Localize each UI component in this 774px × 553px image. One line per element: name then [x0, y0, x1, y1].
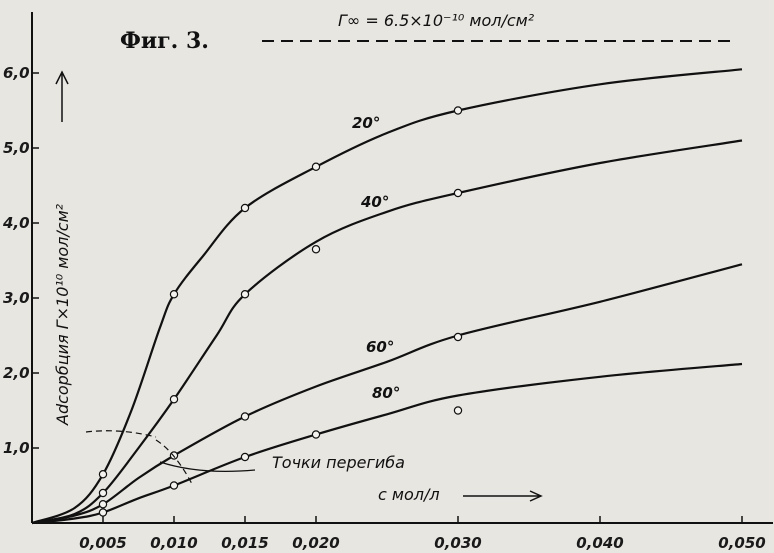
data-point	[311, 430, 321, 439]
data-point	[311, 162, 321, 171]
inflection-label: Точки перегиба	[272, 453, 405, 472]
x-axis-arrow	[463, 490, 543, 502]
data-point	[453, 406, 463, 415]
data-point	[240, 203, 250, 213]
data-point	[169, 290, 179, 299]
y-axis-arrow	[55, 70, 69, 122]
y-axis-label: Adcорбция Г×10¹⁰ мол/см²	[53, 203, 72, 426]
data-point	[240, 290, 250, 299]
data-point	[98, 508, 108, 517]
series-label: 80°	[372, 384, 400, 402]
data-point	[311, 245, 321, 254]
data-point	[169, 395, 179, 404]
x-tick-label: 0,030	[434, 534, 481, 552]
y-tick-label: 1,0	[3, 439, 30, 457]
limit-label: Г∞ = 6.5×10⁻¹⁰ мол/см²	[338, 11, 535, 30]
data-point	[453, 106, 463, 115]
series-label: 20°	[352, 114, 380, 132]
inflection-dash-2	[155, 439, 193, 485]
data-point	[240, 412, 250, 421]
inflection-pointer	[159, 461, 256, 472]
y-tick-label: 5,0	[3, 139, 30, 157]
x-tick-label: 0,020	[292, 534, 339, 552]
y-tick-label: 4,0	[2, 214, 30, 232]
series-label: 60°	[366, 338, 394, 356]
x-tick-label: 0,040	[576, 534, 623, 552]
y-tick-label: 6,0	[3, 64, 30, 82]
data-point	[98, 470, 108, 479]
data-point	[240, 452, 250, 462]
x-axis-label: c мол/л	[378, 485, 440, 504]
chart-title: Фиг. 3.	[120, 28, 209, 54]
data-point	[98, 488, 108, 498]
data-point	[453, 188, 463, 198]
x-tick-label: 0,005	[79, 534, 126, 552]
x-tick-label: 0,010	[150, 534, 197, 552]
y-tick-label: 2,0	[3, 364, 30, 382]
x-tick-label: 0,015	[221, 534, 268, 552]
y-tick-label: 3,0	[3, 289, 30, 307]
data-point	[169, 481, 179, 490]
data-point	[98, 500, 108, 509]
series-line-1	[31, 68, 743, 525]
series-label: 40°	[360, 193, 389, 211]
data-point	[453, 332, 463, 342]
inflection-dash-1	[85, 430, 157, 438]
x-tick-label: 0,050	[718, 534, 765, 552]
